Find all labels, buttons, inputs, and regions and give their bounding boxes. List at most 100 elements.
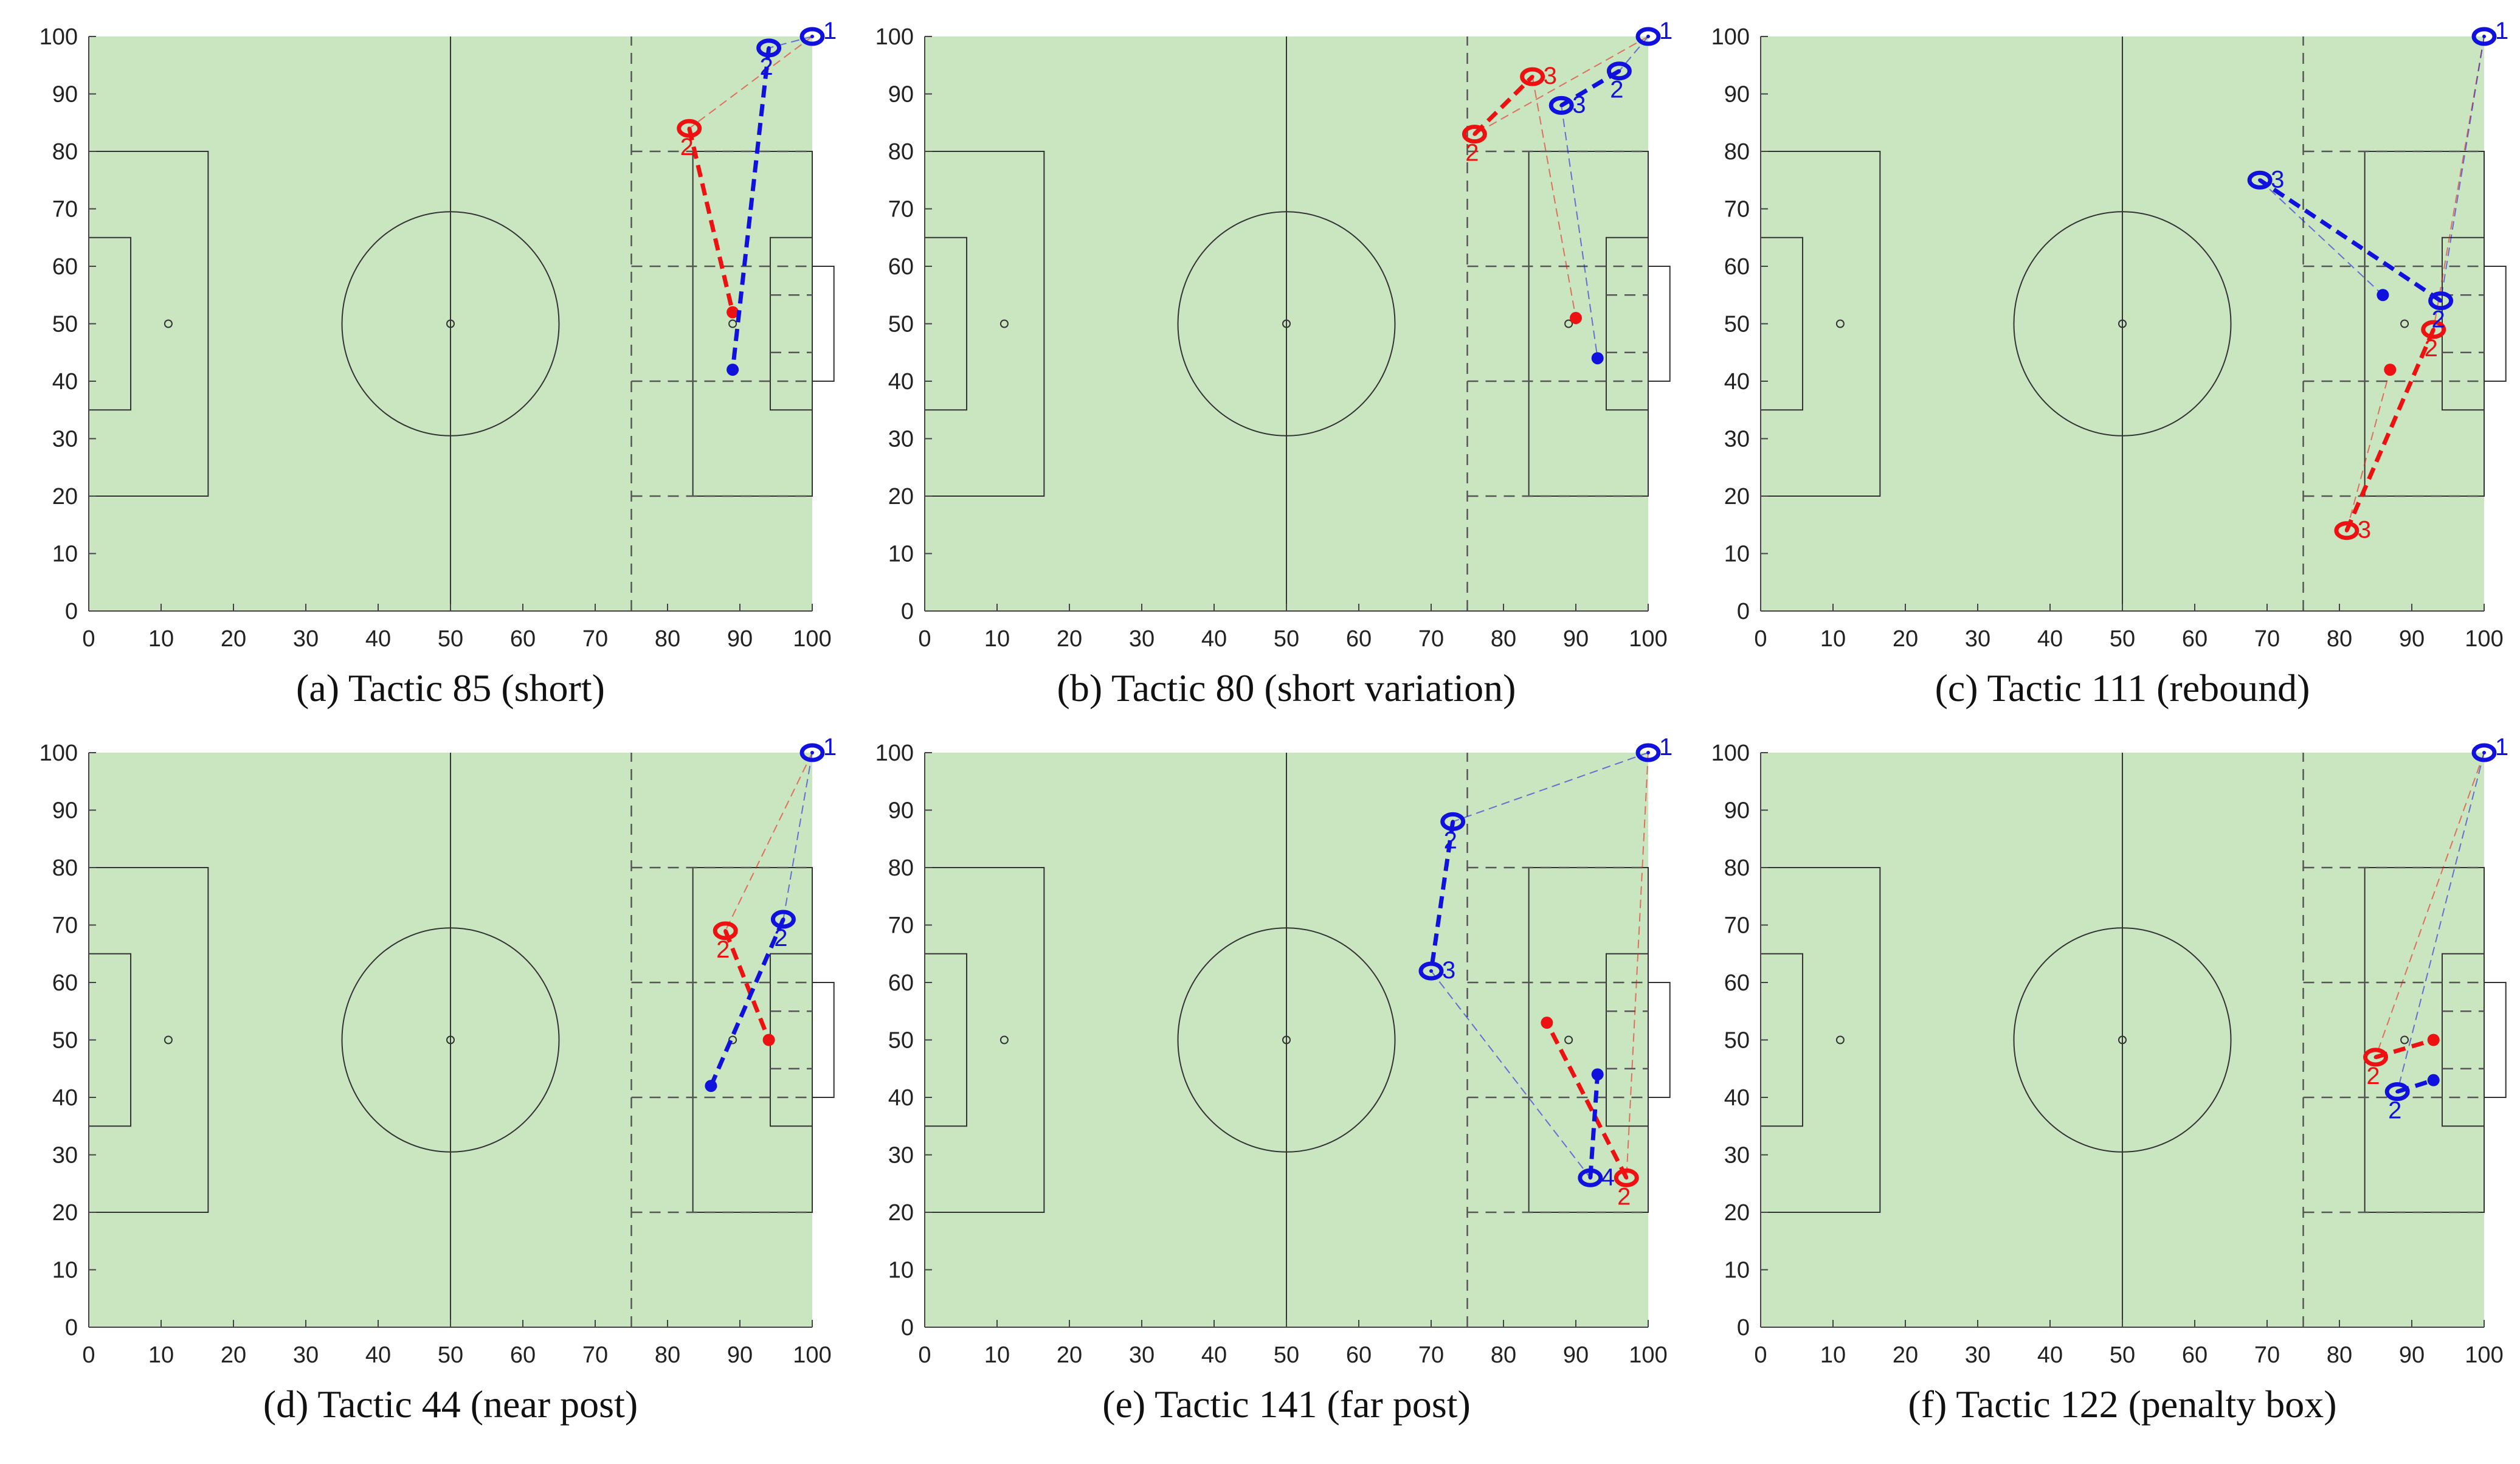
x-tick-label: 70	[582, 1342, 608, 1368]
player-label: 1	[2495, 18, 2508, 44]
pass-line-thin	[2432, 36, 2485, 330]
right-penalty-spot	[2400, 1035, 2409, 1044]
y-tick-label: 40	[888, 369, 914, 395]
y-tick-label: 40	[1724, 1085, 1750, 1111]
x-tick-label: 50	[438, 626, 463, 652]
x-tick-label: 80	[655, 626, 680, 652]
y-tick-label: 100	[40, 24, 78, 50]
y-tick-label: 90	[888, 798, 914, 824]
x-tick-label: 30	[1965, 1342, 1990, 1368]
y-tick-label: 20	[888, 1200, 914, 1226]
axes: 0 10 20 30 40 50 60 70 80 90 100 0 10 20 30 40 50 60 70 80 9…	[875, 24, 1668, 652]
y-tick-label: 30	[888, 1143, 914, 1169]
axes: 0 10 20 30 40 50 60 70 80 90 100 0 10 20 30 40 50 60 70 80 9…	[1711, 24, 2504, 652]
pass-line-thin	[1626, 752, 1649, 1178]
player-label: 2	[1617, 1183, 1631, 1210]
y-tick-label: 0	[901, 1315, 914, 1341]
y-tick-label: 100	[1711, 24, 1750, 50]
player-marker-center	[687, 126, 691, 131]
axes: 0 10 20 30 40 50 60 70 80 90 100 0 10 20 30 40 50 60 70 80 9…	[40, 24, 832, 652]
pass-line-thin	[2346, 369, 2391, 531]
panel-caption: (e) Tactic 141 (far post)	[1102, 1383, 1471, 1426]
pass-line-thick	[2259, 178, 2442, 303]
x-tick-label: 20	[1893, 1342, 1918, 1368]
player-marker	[1578, 1168, 1603, 1187]
y-tick-label: 60	[888, 254, 914, 280]
pass-line-thin	[689, 36, 813, 129]
y-tick-label: 20	[1724, 484, 1750, 509]
player-marker	[677, 119, 702, 138]
center-circle	[2013, 927, 2232, 1153]
end-point	[1591, 1068, 1604, 1081]
x-tick-label: 40	[2037, 1342, 2063, 1368]
player-label: 1	[2495, 734, 2508, 761]
pass-line-thick	[1545, 1021, 1629, 1179]
end-point	[2377, 289, 2389, 302]
player-marker-center	[2344, 528, 2349, 533]
pass-line-thin	[2440, 36, 2485, 301]
player-marker-center	[810, 35, 814, 38]
x-tick-label: 100	[793, 626, 831, 652]
pass-line-thin	[782, 752, 813, 920]
y-tick-label: 30	[52, 1143, 78, 1169]
player-label: 2	[680, 134, 694, 161]
pass-line-thin	[2375, 752, 2485, 1058]
player-label: 3	[1572, 91, 1586, 118]
axes: 0 10 20 30 40 50 60 70 80 90 100 0 10 20 30 40 50 60 70 80 9…	[40, 741, 832, 1368]
player-label: 2	[2431, 306, 2445, 333]
center-spot	[446, 1035, 455, 1044]
y-tick-label: 50	[52, 312, 78, 337]
x-tick-label: 40	[2037, 626, 2063, 652]
player-label: 2	[2388, 1097, 2401, 1124]
y-tick-label: 80	[1724, 139, 1750, 165]
player-marker	[2247, 170, 2273, 190]
x-tick-label: 10	[984, 626, 1010, 652]
end-point	[1591, 352, 1604, 365]
pitch-field	[1760, 753, 2507, 1327]
goal	[812, 982, 835, 1098]
x-tick-label: 100	[1629, 626, 1667, 652]
x-tick-label: 80	[2327, 1342, 2352, 1368]
x-tick-label: 90	[727, 1342, 753, 1368]
x-tick-label: 100	[2465, 1342, 2503, 1368]
player-marker-center	[1646, 751, 1650, 754]
x-tick-label: 40	[365, 1342, 391, 1368]
y-tick-label: 70	[1724, 197, 1750, 223]
player-marker-center	[2373, 1055, 2378, 1059]
x-tick-label: 60	[2182, 1342, 2208, 1368]
pass-line-thin	[2259, 179, 2384, 295]
player-marker-center	[2439, 299, 2443, 303]
x-tick-label: 100	[1629, 1342, 1667, 1368]
player-label: 2	[1444, 827, 1457, 854]
x-tick-label: 30	[1965, 626, 1990, 652]
x-tick-label: 80	[1491, 1342, 1516, 1368]
series-red: 2	[713, 752, 813, 1046]
x-tick-label: 0	[1754, 626, 1767, 652]
player-label: 2	[1610, 77, 1623, 103]
y-tick-label: 60	[1724, 970, 1750, 996]
panel-caption: (a) Tactic 85 (short)	[296, 666, 605, 710]
x-tick-label: 0	[918, 1342, 931, 1368]
right-penalty-spot	[728, 319, 737, 328]
series-blue: 12	[2384, 734, 2508, 1124]
x-tick-label: 60	[1346, 1342, 1372, 1368]
pass-line-thick	[1588, 1074, 1600, 1178]
right-penalty-spot	[1564, 1035, 1573, 1044]
y-tick-label: 70	[52, 913, 78, 939]
pitch-field	[924, 36, 1671, 611]
player-marker	[2471, 743, 2497, 762]
x-tick-label: 50	[2110, 1342, 2135, 1368]
y-tick-label: 20	[1724, 1200, 1750, 1226]
y-tick-label: 90	[888, 82, 914, 108]
pass-line-thin	[1474, 36, 1649, 135]
player-label: 4	[1601, 1164, 1615, 1190]
pass-line-thick	[730, 47, 772, 370]
y-tick-label: 0	[901, 599, 914, 624]
y-tick-label: 80	[888, 855, 914, 881]
x-tick-label: 0	[918, 626, 931, 652]
center-spot	[1282, 319, 1291, 328]
player-label: 1	[823, 18, 837, 44]
pass-line-thin	[2397, 752, 2485, 1092]
